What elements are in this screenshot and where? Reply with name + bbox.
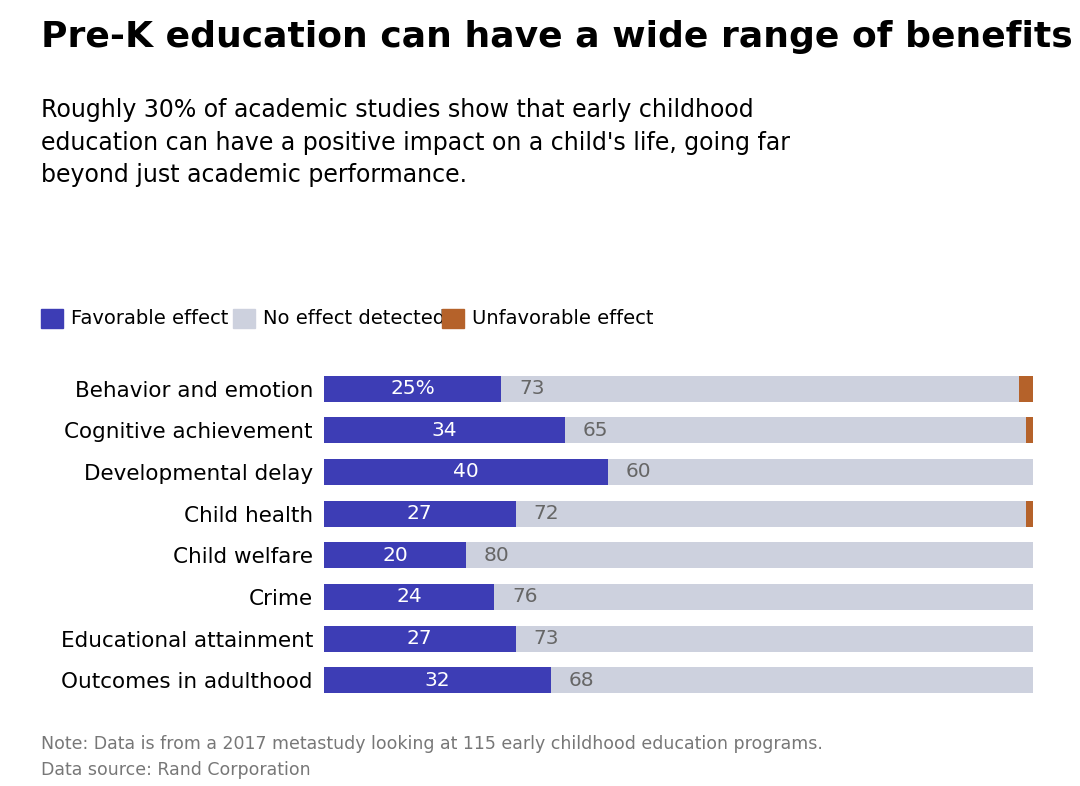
Text: Pre-K education can have a wide range of benefits: Pre-K education can have a wide range of… xyxy=(41,20,1072,53)
Text: 32: 32 xyxy=(424,670,450,690)
Bar xyxy=(608,459,1034,485)
Bar xyxy=(495,584,1034,610)
Bar xyxy=(324,501,515,527)
Text: 27: 27 xyxy=(407,629,433,648)
Text: 76: 76 xyxy=(512,587,538,607)
Bar xyxy=(465,542,1034,568)
Text: 25%: 25% xyxy=(390,379,435,399)
Bar xyxy=(515,626,1034,652)
Bar xyxy=(1020,376,1034,402)
Text: Note: Data is from a 2017 metastudy looking at 115 early childhood education pro: Note: Data is from a 2017 metastudy look… xyxy=(41,735,823,779)
Bar xyxy=(324,459,608,485)
Bar xyxy=(324,376,501,402)
Bar xyxy=(324,542,465,568)
Text: 60: 60 xyxy=(625,462,651,482)
Text: 27: 27 xyxy=(407,504,433,523)
Text: Roughly 30% of academic studies show that early childhood
education can have a p: Roughly 30% of academic studies show tha… xyxy=(41,98,791,187)
Text: 20: 20 xyxy=(382,545,408,565)
Text: 72: 72 xyxy=(534,504,559,523)
Text: No effect detected: No effect detected xyxy=(264,309,445,328)
Text: 34: 34 xyxy=(432,421,458,440)
Text: Unfavorable effect: Unfavorable effect xyxy=(472,309,653,328)
Bar xyxy=(324,626,515,652)
Text: 80: 80 xyxy=(484,545,510,565)
Bar xyxy=(551,667,1034,693)
Bar xyxy=(565,417,1026,443)
Bar xyxy=(324,417,565,443)
Bar xyxy=(1026,501,1034,527)
Bar xyxy=(324,667,551,693)
Text: Favorable effect: Favorable effect xyxy=(71,309,229,328)
Text: 73: 73 xyxy=(534,629,558,648)
Bar xyxy=(324,584,495,610)
Bar xyxy=(515,501,1026,527)
Text: 65: 65 xyxy=(583,421,608,440)
Text: 68: 68 xyxy=(569,670,594,690)
Bar xyxy=(1026,417,1034,443)
Bar xyxy=(501,376,1020,402)
Text: 73: 73 xyxy=(519,379,544,399)
Text: 40: 40 xyxy=(453,462,478,482)
Text: 24: 24 xyxy=(396,587,422,607)
